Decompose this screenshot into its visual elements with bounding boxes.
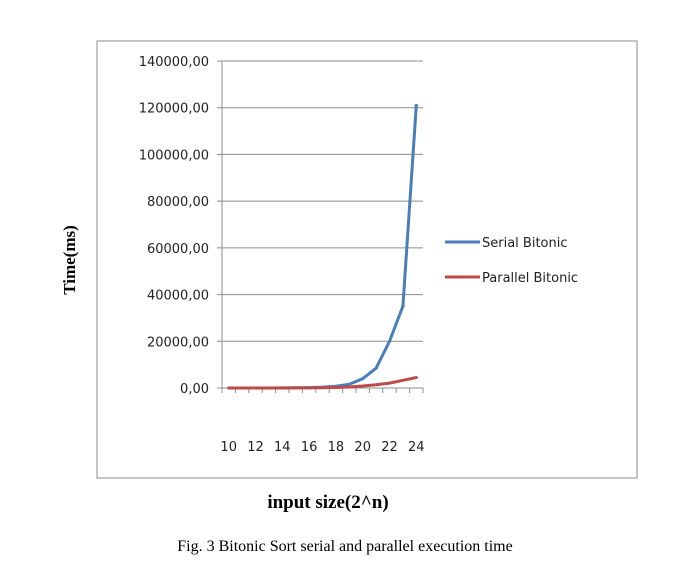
legend-label-1: Parallel Bitonic — [482, 271, 578, 286]
y-tick-labels: 0,00 20000,00 40000,00 60000,00 80000,00 1000… — [139, 55, 209, 397]
figure-caption: Fig. 3 Bitonic Sort serial and parallel … — [177, 538, 512, 555]
y-tick-label-7: 140000,00 — [139, 55, 209, 70]
x-tick-label-5: 20 — [354, 440, 371, 455]
y-tick-label-0: 0,00 — [180, 382, 209, 397]
chart-border — [96, 40, 638, 479]
x-axis-label: input size(2^n) — [267, 492, 388, 513]
series-lines — [226, 103, 419, 390]
x-tick-label-3: 16 — [301, 440, 318, 455]
y-tick-label-2: 40000,00 — [147, 289, 209, 304]
y-tick-label-6: 120000,00 — [139, 102, 209, 117]
x-tick-labels: 10 12 14 16 18 20 22 24 — [220, 440, 424, 455]
x-tick-label-6: 22 — [381, 440, 398, 455]
y-tick-label-4: 80000,00 — [147, 195, 209, 210]
legend-label-0: Serial Bitonic — [482, 236, 568, 251]
x-tick-label-2: 14 — [274, 440, 291, 455]
x-tick-label-0: 10 — [220, 440, 237, 455]
y-tick-label-5: 100000,00 — [139, 148, 209, 163]
y-tick-label-3: 60000,00 — [147, 242, 209, 257]
x-tick-label-1: 12 — [247, 440, 264, 455]
x-tick-label-7: 24 — [408, 440, 425, 455]
x-tick-label-4: 18 — [328, 440, 345, 455]
y-tick-label-1: 20000,00 — [147, 335, 209, 350]
y-axis-label: Time(ms) — [60, 225, 79, 295]
legend: Serial Bitonic Parallel Bitonic — [445, 236, 578, 286]
